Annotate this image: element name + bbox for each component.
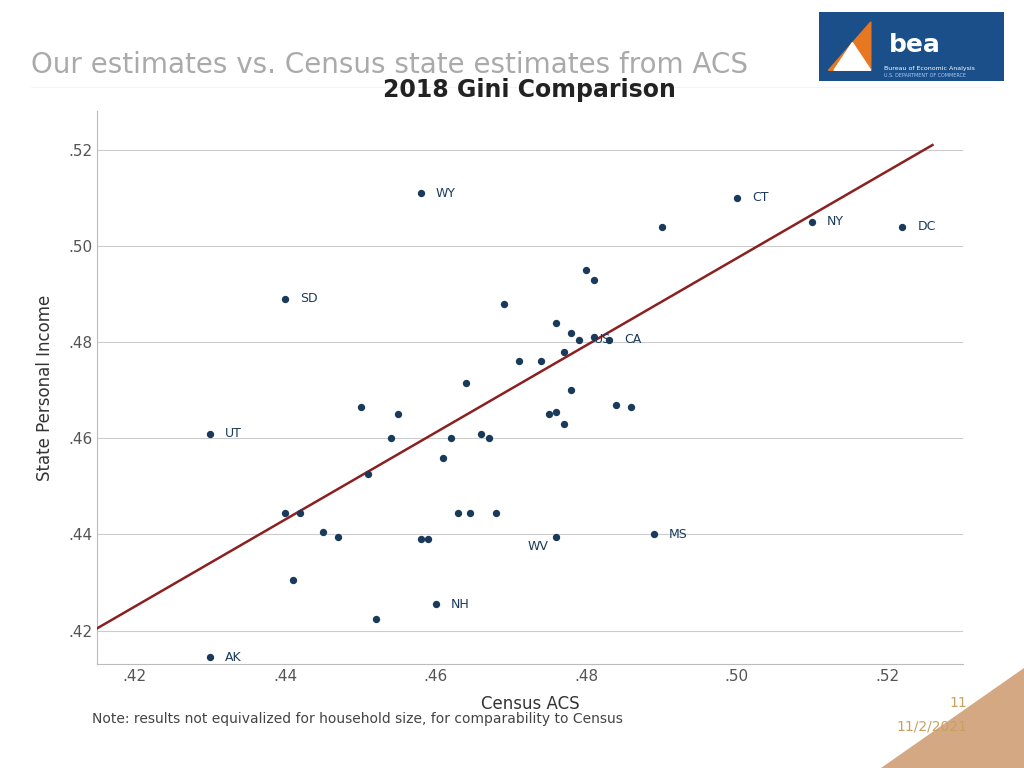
Y-axis label: State Personal Income: State Personal Income <box>36 295 54 481</box>
Point <box>548 406 564 418</box>
Point <box>624 401 640 413</box>
Point <box>646 528 663 541</box>
Point <box>556 346 572 358</box>
Point <box>314 526 331 538</box>
Point <box>586 331 602 343</box>
Point <box>473 427 489 439</box>
Text: 11: 11 <box>950 697 968 710</box>
Point <box>330 531 346 543</box>
Text: NY: NY <box>827 216 844 228</box>
Point <box>548 531 564 543</box>
Point <box>285 574 301 586</box>
X-axis label: Census ACS: Census ACS <box>480 695 580 713</box>
Point <box>487 507 504 519</box>
Point <box>420 533 436 545</box>
Text: WY: WY <box>436 187 456 200</box>
Point <box>442 432 459 445</box>
Point <box>278 507 294 519</box>
Text: AK: AK <box>225 650 242 664</box>
Point <box>368 613 384 625</box>
Text: Bureau of Economic Analysis: Bureau of Economic Analysis <box>884 66 975 71</box>
Point <box>496 297 512 310</box>
Point <box>579 264 595 276</box>
Text: MS: MS <box>669 528 688 541</box>
Point <box>480 432 497 445</box>
Point <box>451 507 467 519</box>
Point <box>653 220 670 233</box>
FancyBboxPatch shape <box>819 12 1004 81</box>
Point <box>383 432 399 445</box>
Polygon shape <box>834 43 870 70</box>
Point <box>510 356 526 368</box>
Point <box>894 220 910 233</box>
Text: CT: CT <box>752 191 768 204</box>
Text: U.S. DEPARTMENT OF COMMERCE: U.S. DEPARTMENT OF COMMERCE <box>884 73 966 78</box>
Point <box>586 273 602 286</box>
Text: CA: CA <box>624 333 641 346</box>
Text: Our estimates vs. Census state estimates from ACS: Our estimates vs. Census state estimates… <box>31 51 748 79</box>
Point <box>570 333 587 346</box>
Point <box>556 418 572 430</box>
Point <box>804 216 820 228</box>
Point <box>413 533 429 545</box>
Point <box>352 401 369 413</box>
Point <box>278 293 294 305</box>
Point <box>390 408 407 420</box>
Point <box>608 399 625 411</box>
Point <box>729 192 745 204</box>
Text: US: US <box>594 333 611 346</box>
Title: 2018 Gini Comparison: 2018 Gini Comparison <box>383 78 677 102</box>
Point <box>534 356 550 368</box>
Point <box>541 408 557 420</box>
Point <box>292 507 308 519</box>
Point <box>435 452 452 464</box>
Text: 11/2/2021: 11/2/2021 <box>897 720 968 733</box>
Point <box>462 507 478 519</box>
Polygon shape <box>828 22 870 70</box>
Text: DC: DC <box>918 220 936 233</box>
Text: NH: NH <box>451 598 470 611</box>
Point <box>563 326 580 339</box>
Point <box>202 651 218 664</box>
Point <box>563 384 580 396</box>
Text: Note: results not equivalized for household size, for comparability to Census: Note: results not equivalized for househ… <box>92 712 623 726</box>
Point <box>548 316 564 329</box>
Text: WV: WV <box>527 540 549 553</box>
Text: bea: bea <box>889 33 941 57</box>
Text: SD: SD <box>300 293 318 306</box>
Point <box>360 468 377 481</box>
Text: UT: UT <box>225 427 242 440</box>
Point <box>428 598 444 611</box>
Point <box>202 427 218 439</box>
Point <box>413 187 429 199</box>
Point <box>601 333 617 346</box>
Point <box>458 377 474 389</box>
